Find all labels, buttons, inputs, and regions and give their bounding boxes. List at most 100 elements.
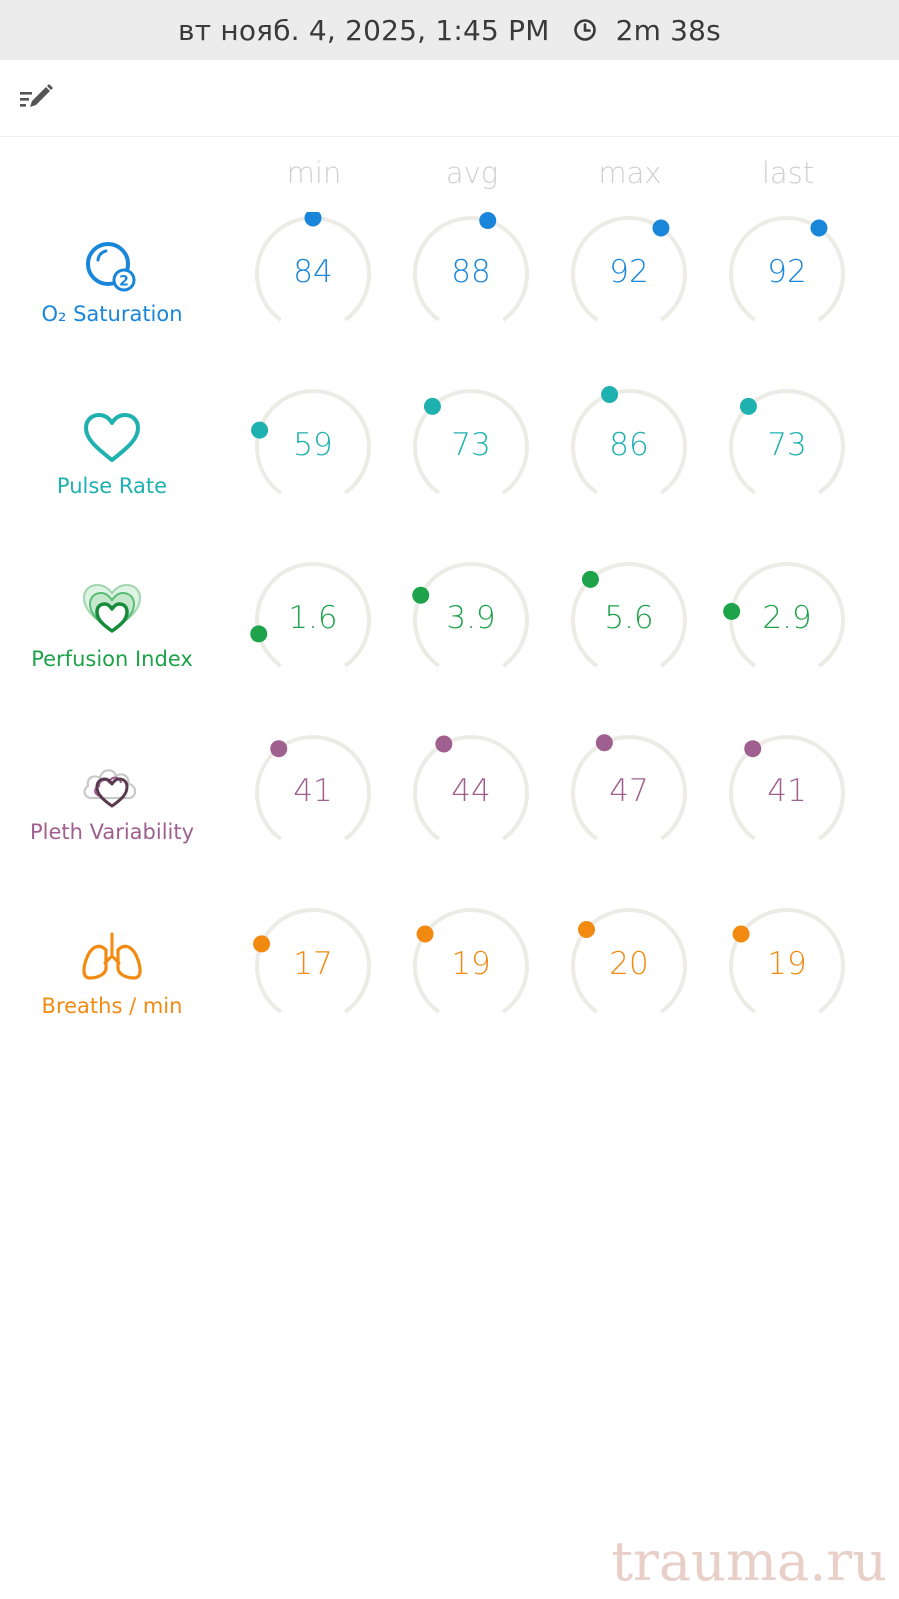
- gauge-value: 92: [609, 254, 649, 290]
- session-datetime: вт нояб. 4, 2025, 1:45 PM: [178, 13, 550, 47]
- gauge-track: [571, 562, 687, 668]
- gauge-indicator-dot: [595, 734, 613, 752]
- gauge-arc: [413, 389, 529, 495]
- gauge-arc: [729, 908, 845, 1014]
- metric-label-o2-saturation: 2 O₂ Saturation: [12, 236, 212, 326]
- gauge-avg: 19: [406, 904, 536, 1026]
- gauge-indicator-dot: [581, 570, 599, 588]
- column-header-min: min: [286, 156, 342, 190]
- gauge-arc: [413, 908, 529, 1014]
- gauge-max: 86: [564, 385, 694, 507]
- gauge-track: [571, 908, 687, 1014]
- gauge-max: 47: [564, 731, 694, 853]
- gauge-value: 41: [767, 773, 807, 809]
- metric-name: Perfusion Index: [31, 647, 193, 671]
- gauge-min: 84: [248, 212, 378, 334]
- gauge-value: 47: [609, 773, 649, 809]
- gauge-min: 59: [248, 385, 378, 507]
- gauge-max: 5.6: [564, 558, 694, 680]
- edit-list-icon[interactable]: [16, 80, 56, 116]
- gauge-value: 92: [767, 254, 807, 290]
- gauge-track: [729, 216, 845, 322]
- gauge-track: [255, 389, 371, 495]
- gauge-track: [571, 735, 687, 841]
- gauge-arc: [255, 212, 371, 322]
- gauge-indicator-dot: [416, 925, 434, 943]
- gauge-value: 5.6: [604, 600, 654, 636]
- gauge-track: [729, 389, 845, 495]
- lungs-icon: [80, 928, 144, 990]
- gauge-track: [729, 735, 845, 841]
- gauge-value: 2.9: [762, 600, 812, 636]
- gauge-track: [413, 562, 529, 668]
- metric-label-breaths-per-min: Breaths / min: [12, 928, 212, 1018]
- gauge-track: [729, 562, 845, 668]
- gauge-track: [571, 389, 687, 495]
- gauge-last: 41: [722, 731, 852, 853]
- gauge-indicator-dot: [423, 397, 441, 415]
- gauge-track: [413, 389, 529, 495]
- gauge-arc: [571, 216, 687, 322]
- metric-name: O₂ Saturation: [41, 302, 183, 326]
- gauge-indicator-dot: [479, 212, 497, 230]
- gauge-value: 59: [293, 427, 333, 463]
- gauge-value: 88: [451, 254, 491, 290]
- gauge-indicator-dot: [578, 920, 596, 938]
- gauge-value: 86: [609, 427, 649, 463]
- heart-outline-icon: [80, 408, 144, 470]
- metric-name: Pleth Variability: [29, 820, 195, 844]
- gauge-arc: [255, 735, 371, 841]
- gauge-indicator-dot: [810, 219, 828, 237]
- gauge-arc: [571, 385, 687, 495]
- metric-label-pulse-rate: Pulse Rate: [12, 408, 212, 498]
- gauge-value: 44: [451, 773, 491, 809]
- gauge-arc: [413, 735, 529, 841]
- gauge-track: [729, 908, 845, 1014]
- toolbar: [0, 60, 899, 137]
- gauge-value: 20: [609, 946, 649, 982]
- gauge-indicator-dot: [412, 586, 430, 604]
- o2-bubble-icon: 2: [80, 236, 144, 298]
- gauge-indicator-dot: [270, 740, 288, 758]
- gauge-indicator-dot: [739, 397, 757, 415]
- column-header-last: last: [761, 156, 815, 190]
- gauge-arc: [571, 562, 687, 668]
- column-header-avg: avg: [445, 156, 499, 190]
- status-bar: вт нояб. 4, 2025, 1:45 PM 2m 38s: [0, 0, 899, 60]
- cloud-heart-icon: [80, 754, 144, 816]
- metric-name: Pulse Rate: [56, 474, 168, 498]
- session-duration: 2m 38s: [615, 13, 721, 47]
- gauge-max: 20: [564, 904, 694, 1026]
- gauge-indicator-dot: [435, 735, 453, 753]
- gauge-arc: [412, 562, 529, 668]
- gauge-value: 19: [767, 946, 807, 982]
- gauge-arc: [723, 562, 845, 668]
- layered-hearts-icon: [80, 581, 144, 643]
- gauge-value: 84: [293, 254, 333, 290]
- gauge-min: 17: [248, 904, 378, 1026]
- gauge-avg: 44: [406, 731, 536, 853]
- gauge-indicator-dot: [253, 935, 271, 953]
- metric-label-perfusion-index: Perfusion Index: [12, 581, 212, 671]
- gauge-indicator-dot: [652, 219, 670, 237]
- gauge-arc: [729, 389, 845, 495]
- gauge-indicator-dot: [601, 385, 619, 403]
- gauge-track: [255, 735, 371, 841]
- gauge-arc: [253, 908, 371, 1014]
- gauge-arc: [571, 734, 687, 841]
- gauge-arc: [413, 212, 529, 322]
- gauge-indicator-dot: [251, 421, 269, 439]
- gauge-indicator-dot: [744, 740, 762, 758]
- gauge-arc: [729, 735, 845, 841]
- gauge-value: 41: [293, 773, 333, 809]
- gauge-track: [571, 216, 687, 322]
- gauge-value: 1.6: [288, 600, 338, 636]
- clock-icon: [572, 17, 598, 43]
- gauge-last: 2.9: [722, 558, 852, 680]
- gauge-value: 73: [451, 427, 491, 463]
- gauge-track: [413, 735, 529, 841]
- gauge-avg: 88: [406, 212, 536, 334]
- gauge-min: 41: [248, 731, 378, 853]
- gauge-arc: [729, 216, 845, 322]
- gauge-track: [413, 216, 529, 322]
